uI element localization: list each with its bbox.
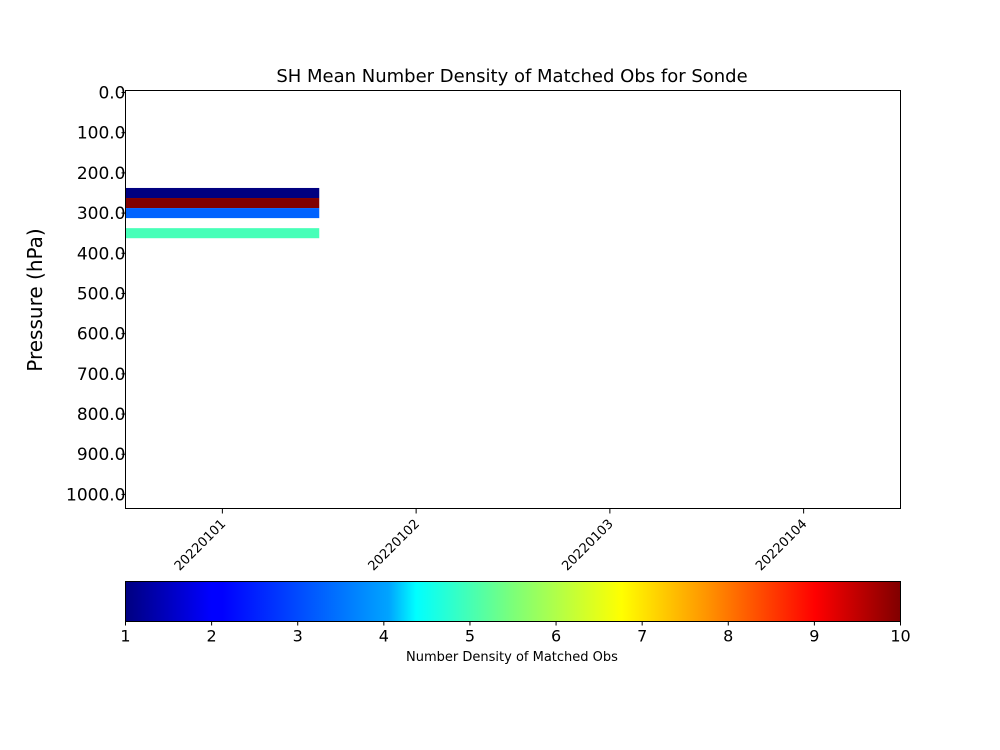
heatmap-cell	[125, 198, 320, 209]
colorbar-tick-label: 7	[637, 627, 647, 646]
colorbar-tick-label: 2	[207, 627, 217, 646]
chart-title: SH Mean Number Density of Matched Obs fo…	[276, 66, 747, 87]
plot-frame	[125, 90, 901, 509]
x-axis-ticks: 20220101 20220102 20220103 20220104	[172, 508, 810, 574]
colorbar-label: Number Density of Matched Obs	[406, 650, 618, 665]
y-tick-label: 700.0	[77, 365, 126, 385]
y-axis-label: Pressure (hPa)	[23, 228, 47, 371]
y-axis-ticks: 0.0 100.0 200.0 300.0 400.0 500.0 600.0 700.0 80…	[66, 84, 126, 505]
y-tick-label: 100.0	[77, 124, 126, 144]
x-tick-label: 20220103	[559, 517, 616, 574]
colorbar-tick-label: 10	[890, 627, 910, 646]
colorbar-tick-label: 3	[293, 627, 303, 646]
colorbar-ticks: 1 2 3 4 5 6 7 8 9 10	[120, 621, 911, 646]
heatmap-cells	[125, 187, 320, 239]
colorbar	[125, 581, 901, 622]
heatmap-cell	[125, 208, 320, 219]
y-tick-label: 200.0	[77, 164, 126, 184]
heatmap-cell	[125, 228, 320, 239]
y-tick-label: 1000.0	[66, 485, 125, 505]
y-tick-label: 300.0	[77, 204, 126, 224]
colorbar-tick-label: 9	[809, 627, 819, 646]
colorbar-tick-label: 1	[120, 627, 130, 646]
colorbar-tick-label: 8	[723, 627, 733, 646]
colorbar-tick-label: 4	[379, 627, 389, 646]
heatmap-cell	[125, 187, 320, 199]
y-tick-label: 400.0	[77, 244, 126, 264]
y-tick-label: 900.0	[77, 445, 126, 465]
colorbar-tick-label: 6	[551, 627, 561, 646]
colorbar-tick-label: 5	[465, 627, 475, 646]
x-tick-label: 20220104	[753, 517, 810, 574]
y-tick-label: 800.0	[77, 405, 126, 425]
y-tick-label: 500.0	[77, 284, 126, 304]
x-tick-label: 20220102	[366, 517, 423, 574]
y-tick-label: 0.0	[98, 84, 125, 104]
x-tick-label: 20220101	[172, 517, 229, 574]
y-tick-label: 600.0	[77, 325, 126, 345]
